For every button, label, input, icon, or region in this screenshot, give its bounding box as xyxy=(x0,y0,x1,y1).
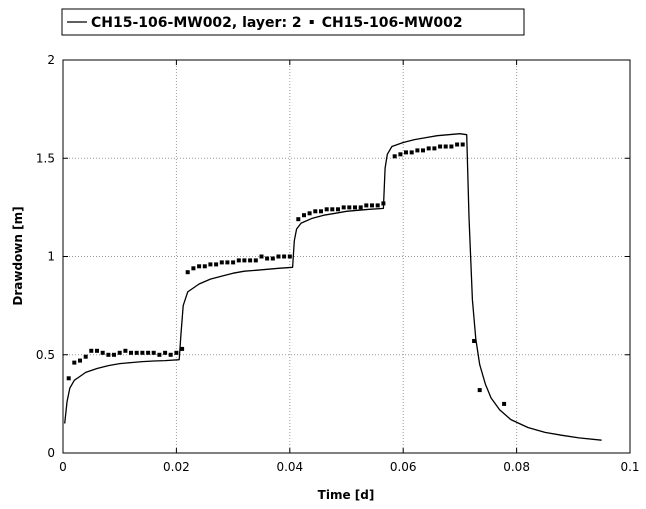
data-point xyxy=(140,350,145,355)
data-point xyxy=(455,142,460,147)
data-point xyxy=(398,152,403,157)
x-tick-label: 0 xyxy=(59,460,67,474)
data-point xyxy=(341,205,346,210)
ticks: 0 0.02 0.04 0.06 0.08 0.1 0 0.5 1 1.5 2 xyxy=(36,53,640,474)
data-point xyxy=(353,205,357,210)
data-point xyxy=(438,144,443,149)
data-point xyxy=(449,144,454,149)
data-point xyxy=(409,150,414,155)
y-tick-label: 1 xyxy=(47,250,55,264)
legend-label-observed: CH15-106-MW002 xyxy=(322,15,463,31)
data-point xyxy=(157,352,162,357)
data-point xyxy=(242,258,247,263)
data-point xyxy=(236,258,241,263)
series-line-group xyxy=(64,133,602,441)
data-point xyxy=(330,207,335,212)
data-point xyxy=(225,260,230,265)
data-point xyxy=(282,254,287,259)
data-point xyxy=(248,258,253,263)
data-point xyxy=(370,203,374,208)
data-point xyxy=(336,207,340,212)
data-point xyxy=(174,350,179,355)
data-point xyxy=(208,262,213,267)
data-point xyxy=(319,209,323,214)
data-point xyxy=(404,150,408,155)
data-point xyxy=(180,346,185,351)
data-point xyxy=(151,350,156,355)
data-point xyxy=(185,270,190,275)
data-point xyxy=(66,376,71,381)
data-point xyxy=(313,209,318,214)
data-point xyxy=(302,213,306,218)
x-tick-label: 0.06 xyxy=(390,460,417,474)
data-point xyxy=(296,217,301,222)
data-point xyxy=(100,350,105,355)
data-point xyxy=(265,256,270,261)
plot-area: 0 0.02 0.04 0.06 0.08 0.1 0 0.5 1 1.5 2 xyxy=(36,53,640,474)
legend-box xyxy=(61,8,525,36)
y-tick-label: 0.5 xyxy=(36,348,55,362)
data-point xyxy=(502,401,507,406)
data-point xyxy=(168,352,173,357)
data-point xyxy=(287,254,292,259)
data-point xyxy=(392,154,397,159)
data-point xyxy=(219,260,224,265)
data-point xyxy=(324,207,329,212)
y-tick-label: 1.5 xyxy=(36,151,55,165)
data-point xyxy=(72,360,77,365)
data-point xyxy=(432,146,437,151)
data-point xyxy=(202,264,207,269)
x-tick-label: 0.08 xyxy=(503,460,530,474)
legend-marker-swatch xyxy=(309,20,314,24)
data-point xyxy=(129,350,133,355)
x-tick-label: 0.04 xyxy=(276,460,303,474)
y-tick-label: 0 xyxy=(47,446,55,460)
grid xyxy=(63,60,630,453)
data-point xyxy=(472,339,477,343)
data-point xyxy=(426,146,431,151)
series-line xyxy=(64,133,602,441)
data-point xyxy=(89,348,94,353)
legend-label-model: CH15-106-MW002, layer: 2 xyxy=(91,15,302,31)
data-point xyxy=(78,358,82,363)
data-point xyxy=(214,262,219,267)
data-point xyxy=(95,348,99,353)
data-point xyxy=(347,205,352,210)
data-point xyxy=(259,254,264,259)
data-point xyxy=(106,352,111,357)
data-point xyxy=(443,144,448,149)
y-tick-label: 2 xyxy=(47,53,55,67)
data-point xyxy=(134,350,139,355)
data-point xyxy=(191,266,196,271)
x-tick-label: 0.02 xyxy=(163,460,190,474)
data-point xyxy=(415,148,420,153)
data-point xyxy=(477,388,482,393)
series-markers-group xyxy=(66,142,507,406)
data-point xyxy=(112,352,116,357)
y-axis-label: Drawdown [m] xyxy=(11,206,25,305)
data-point xyxy=(197,264,202,269)
legend: CH15-106-MW002, layer: 2 CH15-106-MW002 xyxy=(61,8,525,36)
data-point xyxy=(375,203,380,208)
x-axis-label: Time [d] xyxy=(318,488,375,502)
data-point xyxy=(146,350,151,355)
data-point xyxy=(381,201,386,206)
data-point xyxy=(358,205,363,210)
data-point xyxy=(253,258,258,263)
data-point xyxy=(307,211,312,216)
data-point xyxy=(364,203,369,208)
plot-frame xyxy=(63,60,630,453)
data-point xyxy=(270,256,275,261)
data-point xyxy=(276,254,281,259)
data-point xyxy=(117,350,122,355)
data-point xyxy=(421,148,425,153)
data-point xyxy=(83,354,88,359)
x-tick-label: 0.1 xyxy=(620,460,639,474)
data-point xyxy=(123,348,128,353)
data-point xyxy=(231,260,236,265)
data-point xyxy=(460,142,465,147)
data-point xyxy=(163,350,168,355)
